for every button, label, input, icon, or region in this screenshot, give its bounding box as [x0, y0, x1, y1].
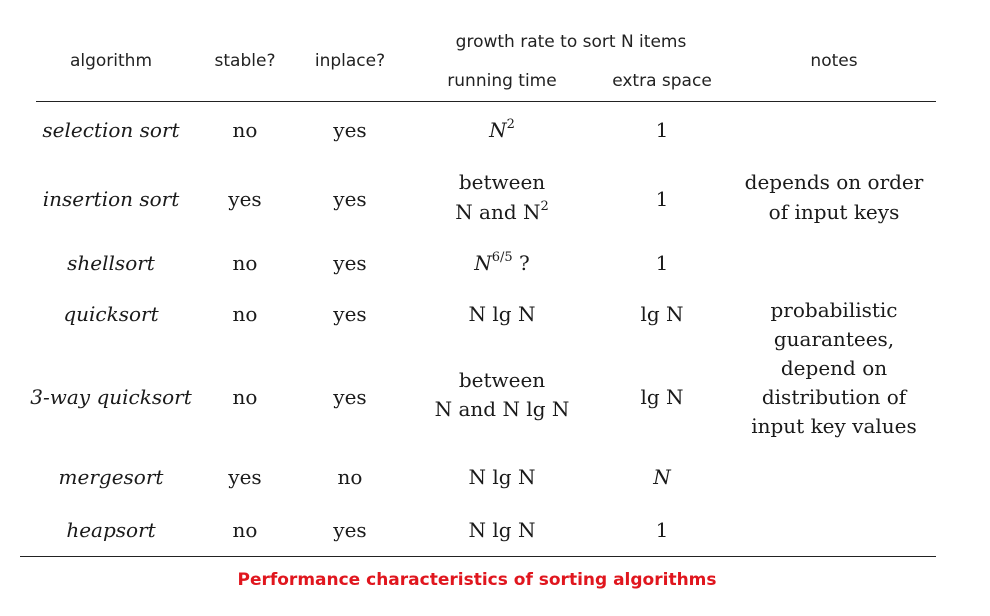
cell-extra-space: N	[653, 465, 671, 489]
bottom-rule	[20, 556, 936, 557]
cell-inplace: yes	[333, 385, 367, 409]
header-notes: notes	[810, 51, 858, 71]
notes-line: input key values	[751, 414, 917, 438]
cell-algorithm: heapsort	[66, 518, 156, 542]
cell-running-time: N6/5 ?	[474, 250, 530, 275]
header-rule	[36, 101, 936, 102]
cell-extra-space: 1	[655, 187, 669, 211]
cell-stable: no	[232, 518, 258, 542]
cell-algorithm: quicksort	[63, 302, 159, 326]
header-growth-rate: growth rate to sort N items	[455, 32, 687, 52]
cell-extra-space: lg N	[640, 302, 684, 326]
cell-running-time-line1: between	[458, 170, 546, 194]
cell-running-time: N lg N	[468, 302, 536, 326]
cell-notes-line2: of input keys	[768, 200, 900, 224]
cell-running-time: N2	[489, 117, 515, 142]
header-inplace: inplace?	[314, 51, 386, 71]
cell-algorithm: mergesort	[58, 465, 164, 489]
cell-inplace: yes	[333, 518, 367, 542]
cell-running-time-line1: between	[458, 368, 546, 392]
cell-extra-space: lg N	[640, 385, 684, 409]
cell-running-time-line2: N and N2	[455, 199, 549, 224]
notes-line: depend on	[780, 356, 888, 380]
cell-running-time-line2: N and N lg N	[434, 397, 570, 421]
cell-stable: no	[232, 118, 258, 142]
notes-line: distribution of	[761, 385, 907, 409]
cell-notes-line1: depends on order	[744, 170, 924, 194]
cell-inplace: yes	[333, 187, 367, 211]
header-algorithm: algorithm	[69, 51, 153, 71]
cell-inplace: yes	[333, 118, 367, 142]
cell-stable: no	[232, 251, 258, 275]
cell-stable: yes	[228, 187, 262, 211]
cell-algorithm: shellsort	[67, 251, 155, 275]
table-caption: Performance characteristics of sorting a…	[237, 570, 717, 590]
cell-inplace: yes	[333, 302, 367, 326]
cell-inplace: no	[337, 465, 363, 489]
cell-extra-space: 1	[655, 251, 669, 275]
cell-inplace: yes	[333, 251, 367, 275]
header-running-time: running time	[447, 71, 557, 91]
header-stable: stable?	[214, 51, 276, 71]
header-extra-space: extra space	[612, 71, 712, 91]
cell-algorithm: selection sort	[42, 118, 180, 142]
notes-line: probabilistic	[770, 298, 898, 322]
notes-line: guarantees,	[773, 327, 895, 351]
cell-running-time: N lg N	[468, 465, 536, 489]
cell-algorithm: 3-way quicksort	[30, 385, 192, 409]
cell-extra-space: 1	[655, 518, 669, 542]
cell-stable: no	[232, 385, 258, 409]
cell-running-time: N lg N	[468, 518, 536, 542]
cell-stable: no	[232, 302, 258, 326]
cell-extra-space: 1	[655, 118, 669, 142]
cell-stable: yes	[228, 465, 262, 489]
cell-algorithm: insertion sort	[42, 187, 180, 211]
